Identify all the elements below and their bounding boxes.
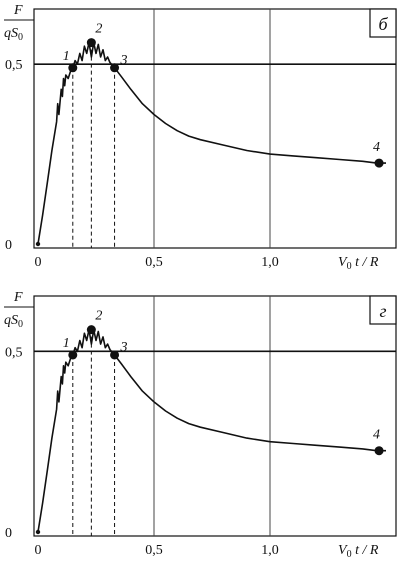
y-tick-label: 0,5 (5, 345, 23, 360)
data-point-2 (86, 38, 96, 48)
point-label-4: 4 (373, 428, 380, 443)
y-label-numerator: F (13, 290, 23, 305)
x-tick-label: 1,0 (261, 255, 279, 270)
x-tick-label: 0 (35, 543, 42, 558)
series-line (37, 41, 386, 245)
point-label-3: 3 (120, 340, 128, 355)
data-point-2 (86, 325, 96, 335)
x-tick-label: 0,5 (145, 255, 163, 270)
data-point-4 (374, 446, 384, 456)
panel-label-box (369, 295, 397, 325)
plot-frame (33, 295, 397, 537)
y-label-denominator: qS0 (4, 313, 23, 330)
x-tick-label: 1,0 (261, 543, 279, 558)
point-label-3: 3 (120, 53, 128, 68)
series-line (37, 328, 386, 533)
point-label-1: 1 (63, 336, 70, 351)
data-point-3 (110, 63, 120, 73)
panel-label: б (378, 14, 388, 34)
data-point-1 (68, 350, 78, 360)
data-point-4 (374, 158, 384, 168)
y-tick-label: 0,5 (5, 58, 23, 73)
point-label-1: 1 (63, 49, 70, 64)
origin-point (35, 241, 41, 247)
panel-label-box (369, 8, 397, 38)
origin-point (35, 529, 41, 535)
panel-label: г (379, 301, 386, 321)
point-label-2: 2 (95, 22, 102, 37)
point-label-4: 4 (373, 140, 380, 155)
data-point-1 (68, 63, 78, 73)
x-tick-label: 0 (35, 255, 42, 270)
x-axis-label: V0 t / R (338, 543, 379, 560)
data-point-3 (110, 350, 120, 360)
point-label-2: 2 (95, 309, 102, 324)
x-tick-label: 0,5 (145, 543, 163, 558)
y-tick-label: 0 (5, 238, 12, 253)
y-tick-label: 0 (5, 526, 12, 541)
plot-frame (33, 8, 397, 249)
y-label-numerator: F (13, 3, 23, 18)
y-label-denominator: qS0 (4, 26, 23, 43)
x-axis-label: V0 t / R (338, 255, 379, 272)
